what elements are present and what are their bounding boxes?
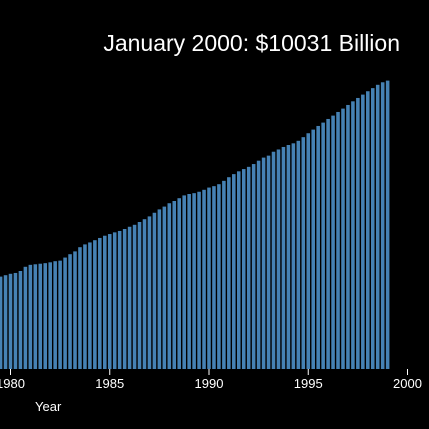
bar[interactable] xyxy=(326,118,330,370)
bar[interactable] xyxy=(192,193,196,369)
bar[interactable] xyxy=(296,140,301,369)
bar[interactable] xyxy=(8,273,13,369)
bar[interactable] xyxy=(177,198,181,369)
bar-series xyxy=(0,80,390,370)
bar[interactable] xyxy=(281,146,286,369)
bar[interactable] xyxy=(172,201,177,369)
bar[interactable] xyxy=(162,206,167,369)
bar[interactable] xyxy=(331,115,335,369)
bar[interactable] xyxy=(266,155,271,369)
bar[interactable] xyxy=(43,263,48,369)
x-tick-label: 1980 xyxy=(0,376,25,391)
bar[interactable] xyxy=(182,195,186,369)
bar[interactable] xyxy=(68,254,72,369)
chart-title: January 2000: $10031 Billion xyxy=(103,30,400,56)
bar[interactable] xyxy=(13,272,18,369)
bar[interactable] xyxy=(207,187,211,369)
bar[interactable] xyxy=(246,166,251,369)
bar[interactable] xyxy=(286,145,291,369)
bar[interactable] xyxy=(117,230,122,369)
bar[interactable] xyxy=(107,234,112,369)
bar[interactable] xyxy=(152,212,157,369)
bar[interactable] xyxy=(48,262,52,369)
x-tick-label: 1995 xyxy=(294,376,323,391)
bar[interactable] xyxy=(356,97,360,370)
bar[interactable] xyxy=(33,264,38,369)
bar[interactable] xyxy=(227,177,231,369)
bar[interactable] xyxy=(73,251,77,369)
bar[interactable] xyxy=(316,125,320,370)
bar[interactable] xyxy=(122,229,127,369)
bar[interactable] xyxy=(132,224,137,369)
bar[interactable] xyxy=(291,143,296,369)
bar[interactable] xyxy=(58,260,62,369)
x-tick-label: 1985 xyxy=(95,376,124,391)
bar[interactable] xyxy=(375,84,380,370)
bar[interactable] xyxy=(23,266,28,369)
bar[interactable] xyxy=(0,276,3,369)
bar[interactable] xyxy=(380,82,385,369)
bar[interactable] xyxy=(256,160,261,369)
bar[interactable] xyxy=(241,169,246,369)
bar[interactable] xyxy=(18,271,23,369)
bar[interactable] xyxy=(28,264,33,369)
bar[interactable] xyxy=(167,203,172,369)
bar[interactable] xyxy=(78,247,82,369)
bar[interactable] xyxy=(3,275,8,369)
bar[interactable] xyxy=(93,240,97,369)
bar[interactable] xyxy=(38,263,43,369)
bar[interactable] xyxy=(147,216,152,369)
bar[interactable] xyxy=(202,189,206,369)
bar[interactable] xyxy=(366,91,370,370)
bar[interactable] xyxy=(98,237,102,369)
bar[interactable] xyxy=(261,157,266,369)
bar[interactable] xyxy=(336,111,340,370)
bar[interactable] xyxy=(306,133,311,369)
x-tick-label: 2000 xyxy=(393,376,422,391)
bar[interactable] xyxy=(271,151,276,369)
bar[interactable] xyxy=(112,232,117,369)
bar[interactable] xyxy=(385,80,390,369)
bar[interactable] xyxy=(311,129,315,369)
bar[interactable] xyxy=(251,164,256,369)
bar[interactable] xyxy=(351,101,355,369)
bar[interactable] xyxy=(212,186,216,369)
bar[interactable] xyxy=(361,94,365,369)
bar[interactable] xyxy=(127,226,132,369)
bar[interactable] xyxy=(88,242,92,369)
bar[interactable] xyxy=(53,261,57,369)
bar[interactable] xyxy=(83,244,87,369)
bar[interactable] xyxy=(222,180,226,369)
bar[interactable] xyxy=(370,88,375,369)
x-tick-label: 1990 xyxy=(195,376,224,391)
bar[interactable] xyxy=(142,219,147,369)
x-axis-label: Year xyxy=(35,399,62,414)
bar[interactable] xyxy=(341,108,345,369)
bar[interactable] xyxy=(187,194,191,369)
bar[interactable] xyxy=(63,257,67,369)
bar[interactable] xyxy=(301,137,306,369)
bar[interactable] xyxy=(197,191,201,369)
x-axis-ticks: 1980 1985 1990 1995 2000 xyxy=(0,369,422,391)
bar[interactable] xyxy=(137,222,142,369)
bar[interactable] xyxy=(157,209,162,369)
bar[interactable] xyxy=(217,184,221,369)
bar[interactable] xyxy=(236,171,241,369)
bar[interactable] xyxy=(232,174,236,369)
bar[interactable] xyxy=(346,104,350,370)
bar[interactable] xyxy=(103,235,107,369)
bar[interactable] xyxy=(276,149,281,369)
bar[interactable] xyxy=(321,122,325,369)
